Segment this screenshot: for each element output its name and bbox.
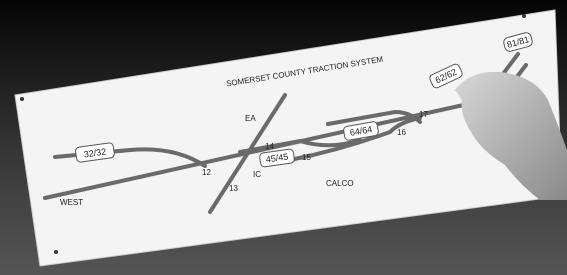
track-label: 17 [419, 110, 428, 119]
track-label: 13 [229, 184, 238, 193]
track-label: IC [253, 170, 261, 179]
track-label: 12 [202, 168, 211, 177]
track-label: WEST [60, 198, 83, 207]
track-label: 15 [302, 153, 311, 162]
track-label: CALCO [326, 179, 354, 188]
track-label: EA [245, 114, 256, 123]
photo: SOMERSET COUNTY TRACTION SYSTEM EA 14 12… [0, 0, 567, 275]
track-label: 14 [265, 142, 274, 151]
track-label: 16 [397, 128, 406, 137]
